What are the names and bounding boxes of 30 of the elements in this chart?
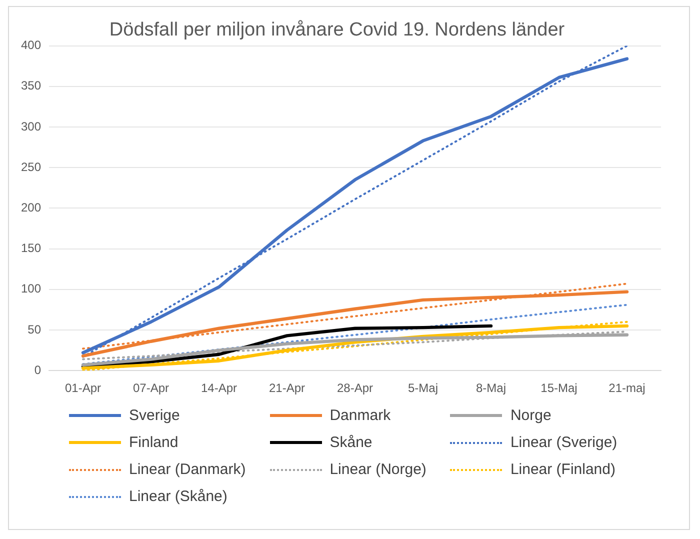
x-tick-label: 8-Maj: [476, 381, 506, 396]
x-tick-label: 21-Apr: [268, 381, 306, 396]
y-tick-label: 300: [20, 119, 42, 134]
y-tick-label: 0: [34, 362, 42, 377]
legend-label: Linear (Danmark): [129, 461, 246, 478]
line-series: [82, 304, 628, 366]
y-tick-label: 200: [20, 200, 42, 215]
y-tick-label: 150: [20, 241, 42, 256]
legend-label: Danmark: [330, 407, 391, 424]
y-tick-label: 400: [20, 38, 42, 52]
legend-label: Linear (Finland): [510, 461, 616, 478]
legend-label: Finland: [129, 434, 178, 451]
legend-label: Linear (Norge): [330, 461, 426, 478]
legend-label: Skåne: [330, 434, 372, 451]
legend-label: Sverige: [129, 407, 180, 424]
chart-title: Dödsfall per miljon invånare Covid 19. Nordens länder: [109, 20, 566, 41]
legend-label: Linear (Sverige): [510, 434, 618, 451]
x-tick-label: 07-Apr: [133, 381, 170, 396]
x-tick-label: 5-Maj: [408, 381, 438, 396]
x-tick-label: 28-Apr: [336, 381, 374, 396]
x-tick-label: 01-Apr: [65, 381, 102, 396]
y-tick-label: 100: [20, 282, 42, 296]
x-tick-label: 14-Apr: [201, 381, 238, 396]
y-tick-label: 250: [20, 160, 42, 174]
y-tick-label: 50: [28, 322, 42, 336]
legend-label: Norge: [510, 407, 552, 424]
x-tick-label: 21-maj: [608, 381, 646, 396]
y-tick-label: 350: [20, 78, 42, 93]
legend-label: Linear (Skåne): [129, 488, 228, 505]
x-tick-label: 15-Maj: [540, 381, 578, 396]
